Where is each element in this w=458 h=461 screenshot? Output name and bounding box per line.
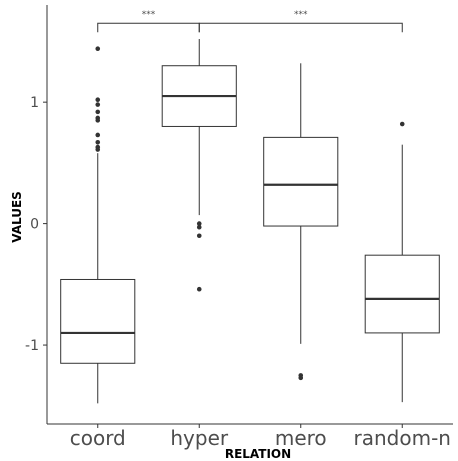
outlier-point xyxy=(95,139,101,145)
x-tick-label: hyper xyxy=(170,426,229,450)
outlier-point xyxy=(95,109,101,115)
significance-brackets: *** *** xyxy=(97,10,403,33)
y-tick-label: -1 xyxy=(25,338,39,354)
y-ticks: -1 0 1 xyxy=(25,95,47,354)
outlier-point xyxy=(196,286,202,292)
bracket-line xyxy=(198,22,403,33)
outlier-point xyxy=(399,121,405,127)
outlier-point xyxy=(95,102,101,107)
outlier-point xyxy=(196,233,202,239)
significance-label: *** xyxy=(142,10,156,20)
significance-bracket: *** xyxy=(198,10,403,33)
x-tick-label: coord xyxy=(70,426,126,450)
outlier-point xyxy=(196,224,202,230)
box-hyper xyxy=(161,39,237,292)
x-axis-title: RELATION xyxy=(225,447,291,461)
significance-bracket: *** xyxy=(97,10,200,33)
outlier-point xyxy=(95,97,101,103)
boxes xyxy=(60,39,440,404)
iqr-box xyxy=(60,278,136,364)
y-axis-title: VALUES xyxy=(10,191,24,243)
axes xyxy=(46,5,453,425)
outlier-point xyxy=(95,132,101,138)
box-random-n xyxy=(364,121,440,403)
y-tick-label: 0 xyxy=(30,217,39,233)
outlier-point xyxy=(95,118,101,123)
outlier-point xyxy=(95,147,101,152)
outlier-point xyxy=(95,46,101,52)
significance-label: *** xyxy=(294,10,308,20)
bracket-line xyxy=(97,22,200,33)
y-tick-label: 1 xyxy=(30,95,39,111)
x-tick-label: mero xyxy=(275,426,327,450)
iqr-box xyxy=(263,136,339,227)
outlier-point xyxy=(298,375,304,381)
x-ticks: coord hyper mero random-n xyxy=(70,424,451,450)
box-mero xyxy=(263,63,339,381)
iqr-box xyxy=(364,254,440,334)
box-coord xyxy=(60,46,136,404)
x-tick-label: random-n xyxy=(354,426,451,450)
outlier-point xyxy=(196,221,202,226)
